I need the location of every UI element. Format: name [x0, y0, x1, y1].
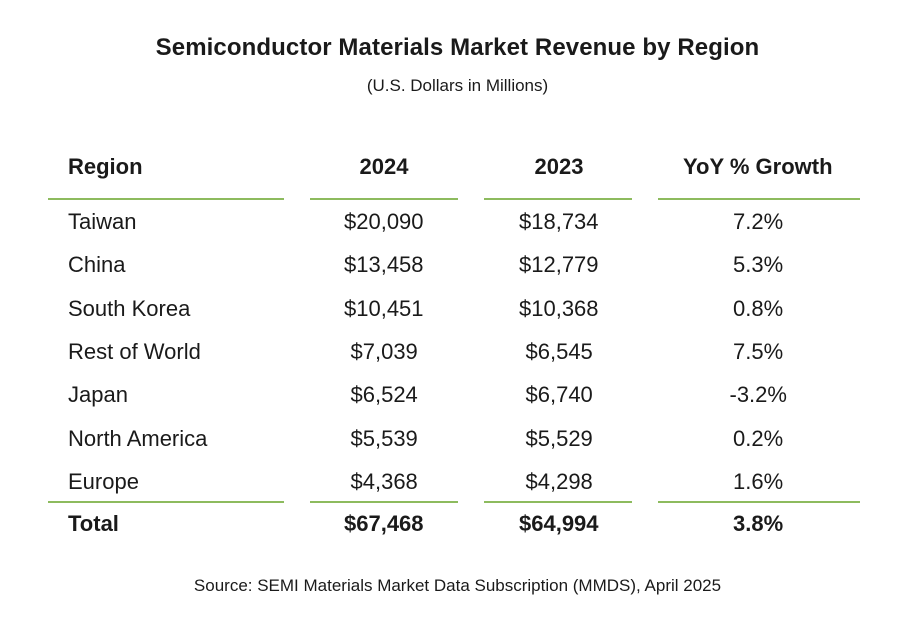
- table-cell-2023: $18,734: [519, 209, 599, 234]
- column-header-region: Region: [68, 154, 143, 179]
- total-rule-4: [658, 501, 860, 503]
- table-cell-2024: $10,451: [344, 295, 424, 321]
- table-cell-2024: $5,539: [350, 425, 418, 451]
- table-cell-2023: $4,298: [525, 468, 593, 494]
- table-cell-region: North America: [68, 425, 208, 451]
- table-cell-2023: $6,740: [525, 382, 593, 408]
- table-cell-2024: $4,368: [350, 468, 418, 494]
- table-cell-region: Rest of World: [68, 338, 201, 364]
- header-rule-2: [310, 198, 458, 200]
- total-cell-2023: $64,994: [519, 511, 599, 536]
- table-cell-yoy-growth: 0.8%: [733, 295, 784, 321]
- header-rule-1: [48, 198, 284, 200]
- table-cell-2023: $6,545: [525, 338, 593, 364]
- column-header-2023: 2023: [534, 154, 584, 179]
- table-cell-region: Japan: [68, 382, 128, 408]
- table-cell-2024: $13,458: [344, 252, 424, 278]
- table-cell-2024: $7,039: [350, 338, 418, 364]
- table-cell-2023: $5,529: [525, 425, 593, 451]
- column-header-yoy-growth: YoY % Growth: [683, 154, 833, 179]
- header-rule-4: [658, 198, 860, 200]
- total-cell-2024: $67,468: [344, 511, 424, 536]
- table-cell-yoy-growth: 1.6%: [733, 468, 784, 494]
- table-cell-yoy-growth: 7.5%: [733, 338, 784, 364]
- table-cell-2023: $10,368: [519, 295, 599, 321]
- table-title: Semiconductor Materials Market Revenue b…: [155, 34, 760, 61]
- table-cell-region: China: [68, 252, 126, 278]
- total-rule-3: [484, 501, 632, 503]
- table-cell-2024: $6,524: [350, 382, 418, 408]
- table-cell-region: Taiwan: [68, 209, 137, 234]
- total-rule-1: [48, 501, 284, 503]
- table-cell-yoy-growth: 0.2%: [733, 425, 784, 451]
- table-cell-yoy-growth: -3.2%: [729, 382, 787, 408]
- source-note: Source: SEMI Materials Market Data Subsc…: [193, 576, 722, 595]
- table-cell-yoy-growth: 7.2%: [733, 209, 784, 234]
- header-rule-3: [484, 198, 632, 200]
- table-subtitle: (U.S. Dollars in Millions): [366, 76, 549, 95]
- total-cell-yoy-growth: 3.8%: [733, 511, 784, 536]
- table-cell-region: Europe: [68, 468, 139, 494]
- table-cell-2023: $12,779: [519, 252, 599, 278]
- total-cell-region: Total: [68, 511, 119, 536]
- column-header-2024: 2024: [359, 154, 409, 179]
- table-cell-yoy-growth: 5.3%: [733, 252, 784, 278]
- table-cell-2024: $20,090: [344, 209, 424, 234]
- table-cell-region: South Korea: [68, 295, 191, 321]
- total-rule-2: [310, 501, 458, 503]
